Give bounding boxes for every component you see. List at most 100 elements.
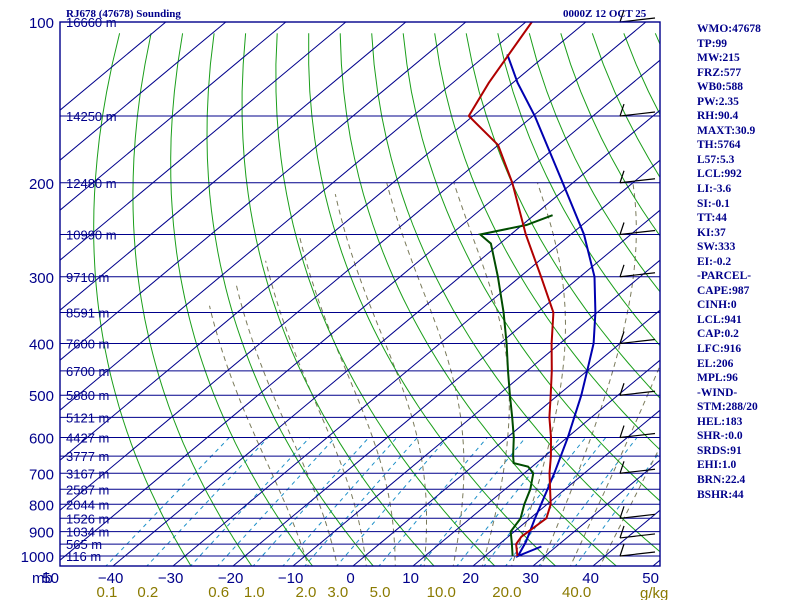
moist-adiabat bbox=[235, 284, 338, 566]
isotherm-line bbox=[60, 22, 467, 361]
index-item: TP:99 bbox=[697, 37, 728, 50]
index-item: STM:288/20 bbox=[697, 401, 758, 414]
sounding-time: 0000Z 12 OCT 25 bbox=[563, 8, 647, 20]
index-item: SW:333 bbox=[697, 241, 736, 254]
height-label: 1526 m bbox=[66, 511, 109, 526]
wind-barb-feather bbox=[619, 425, 625, 438]
mixing-ratio-line bbox=[538, 437, 638, 566]
index-item: CAP:0.2 bbox=[697, 328, 739, 341]
dry-adiabat bbox=[402, 33, 660, 502]
isotherm-line bbox=[472, 409, 660, 566]
mixing-ratio-tick-label: 0.6 bbox=[208, 584, 229, 600]
dry-adiabat bbox=[308, 33, 557, 566]
dry-adiabat bbox=[275, 33, 496, 566]
wind-barb-feather bbox=[619, 506, 625, 519]
temperature-tick-labels: 50 −40 −30 −20 −10 0 10 20 30 40 50 bbox=[42, 570, 659, 587]
moist-adiabat bbox=[511, 182, 567, 566]
dry-adiabat bbox=[206, 33, 374, 566]
index-item: WMO:47678 bbox=[697, 23, 761, 35]
temperature-tick-label: 0 bbox=[346, 570, 354, 587]
wind-barb bbox=[619, 551, 656, 557]
moist-adiabat bbox=[334, 193, 427, 566]
temperature-tick-label: −40 bbox=[98, 570, 123, 587]
temperature-tick-label: −10 bbox=[278, 570, 303, 587]
dewpoint-profile-line bbox=[477, 214, 553, 557]
dry-adiabat bbox=[465, 33, 660, 399]
station-title: RJ678 (47678) Sounding bbox=[66, 8, 181, 20]
pressure-tick-label: 300 bbox=[29, 270, 54, 287]
isotherm-line bbox=[412, 359, 660, 566]
height-label: 12480 m bbox=[66, 176, 117, 191]
moist-adiabat bbox=[265, 260, 367, 566]
dry-adiabat bbox=[241, 33, 435, 566]
mixing-ratio-tick-labels: 0.1 0.2 0.6 1.0 2.0 3.0 5.0 10.0 20.0 40.0 bbox=[96, 584, 591, 600]
height-label: 5121 m bbox=[66, 410, 109, 425]
index-item: PW:2.35 bbox=[697, 95, 739, 108]
mixing-ratio-tick-label: 3.0 bbox=[327, 584, 348, 600]
index-item: SRDS:91 bbox=[697, 444, 742, 457]
isotherm-line bbox=[60, 22, 407, 311]
index-item: FRZ:577 bbox=[697, 66, 742, 79]
mixing-ratio-line bbox=[505, 437, 607, 566]
wind-barb bbox=[619, 111, 656, 117]
height-label: 8591 m bbox=[66, 306, 109, 321]
wind-barb-feather bbox=[619, 222, 625, 235]
mixing-ratio-line bbox=[304, 437, 418, 566]
temperature-profile-line bbox=[467, 22, 555, 557]
isotherm-line bbox=[112, 109, 660, 566]
index-item: SI:-0.1 bbox=[697, 197, 730, 210]
wind-barb-feather bbox=[619, 331, 625, 344]
mixing-ratio-line bbox=[252, 437, 370, 566]
moist-adiabat bbox=[298, 234, 396, 566]
temperature-tick-label: 50 bbox=[642, 570, 659, 587]
dry-adiabat bbox=[339, 33, 618, 566]
wind-barb bbox=[619, 390, 656, 396]
pressure-tick-label: 500 bbox=[29, 388, 54, 405]
wind-barbs bbox=[619, 9, 656, 557]
height-label: 3167 m bbox=[66, 466, 109, 481]
height-label: 14250 m bbox=[66, 109, 117, 124]
isotherm-line bbox=[60, 22, 587, 461]
index-item: EHI:1.0 bbox=[697, 459, 737, 472]
pressure-tick-label: 100 bbox=[29, 15, 54, 32]
wind-barb-feather bbox=[619, 461, 625, 474]
moist-adiabat bbox=[386, 182, 465, 566]
wind-barb bbox=[619, 432, 656, 439]
pressure-tick-label: 200 bbox=[29, 176, 54, 193]
index-item: BRN:22.4 bbox=[697, 473, 746, 486]
index-item: CINH:0 bbox=[697, 299, 737, 312]
index-item: TH:5764 bbox=[697, 139, 741, 152]
mixing-ratio-tick-label: 40.0 bbox=[562, 584, 591, 600]
isotherm-line bbox=[60, 22, 527, 411]
isotherms bbox=[60, 22, 660, 566]
wind-barb-feather bbox=[619, 543, 625, 557]
pressure-tick-label: 1000 bbox=[21, 549, 54, 566]
temperature-tick-label: −30 bbox=[158, 570, 183, 587]
height-label: 116 m bbox=[66, 549, 101, 564]
index-item: MW:215 bbox=[697, 52, 740, 65]
mixing-ratio-tick-label: 2.0 bbox=[295, 584, 316, 600]
mixing-ratio-unit-label: g/kg bbox=[640, 585, 668, 600]
isotherm-line bbox=[60, 22, 227, 161]
isotherm-line bbox=[60, 22, 347, 261]
isotherm-line bbox=[60, 59, 660, 561]
index-item: -WIND- bbox=[697, 386, 738, 399]
wind-barb-feather bbox=[619, 170, 625, 183]
temperature-tick-label: −20 bbox=[218, 570, 243, 587]
mixing-ratio-tick-label: 5.0 bbox=[370, 584, 391, 600]
index-item: LFC:916 bbox=[697, 343, 742, 356]
mixing-ratio-line bbox=[419, 437, 526, 566]
index-item: HEL:183 bbox=[697, 415, 743, 428]
mixing-ratio-tick-label: 20.0 bbox=[492, 584, 521, 600]
parcel-profile-line bbox=[506, 54, 597, 558]
moist-adiabat bbox=[569, 364, 660, 566]
isotherm-line bbox=[60, 22, 287, 211]
wind-barb-feather bbox=[619, 9, 625, 23]
mixing-ratio-tick-label: 10.0 bbox=[427, 584, 456, 600]
index-item: MAXT:30.9 bbox=[697, 124, 756, 137]
index-item: LCL:992 bbox=[697, 168, 742, 181]
index-item: MPL:96 bbox=[697, 372, 738, 385]
wind-barb bbox=[619, 533, 656, 539]
index-item: CAPE:987 bbox=[697, 284, 750, 297]
